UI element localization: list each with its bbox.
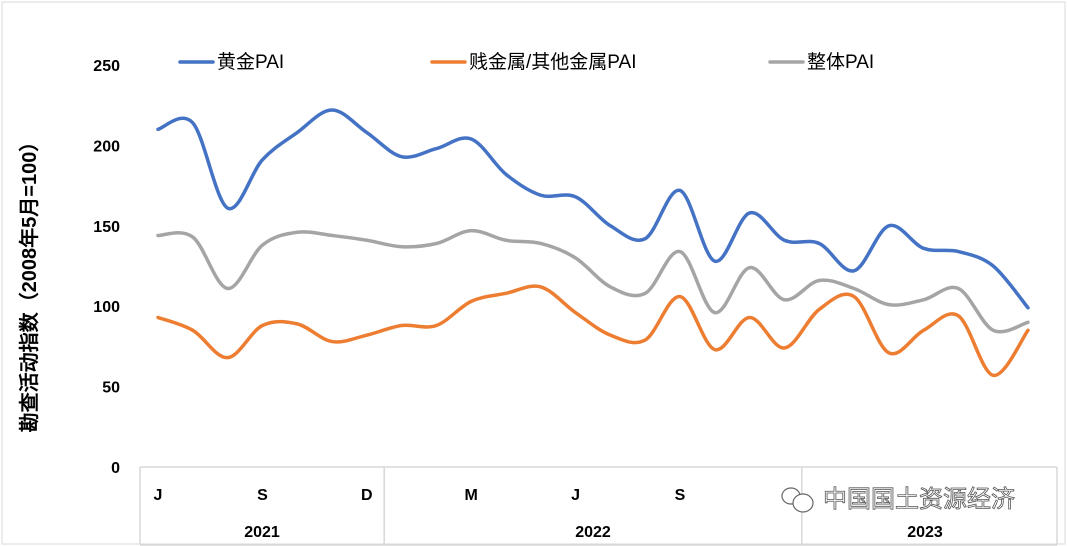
y-axis-label: 勘查活动指数（2008年5月=100） [17, 132, 41, 433]
x-group-label: 2022 [575, 524, 611, 541]
wechat-icon [781, 487, 814, 513]
x-tick-label: D [361, 487, 373, 504]
y-tick-label: 150 [93, 219, 120, 236]
y-tick-label: 250 [93, 58, 120, 75]
x-axis: 2021 2022 2023 J S D M J S [139, 466, 1058, 546]
legend: 黄金PAI 贱金属/其他金属PAI 整体PAI [178, 51, 874, 73]
legend-label: 整体PAI [807, 51, 874, 73]
y-tick-label: 50 [102, 380, 120, 397]
watermark: 中国国土资源经济 [781, 486, 1015, 513]
x-tick-label: M [465, 487, 478, 504]
y-tick-label: 0 [111, 460, 120, 477]
x-tick-label: S [675, 487, 686, 504]
series-line-2 [156, 228, 1030, 334]
x-group-label: 2021 [244, 524, 280, 541]
legend-label: 黄金PAI [217, 51, 284, 73]
y-tick-label: 200 [93, 138, 120, 155]
y-tick-label: 100 [93, 299, 120, 316]
legend-label: 贱金属/其他金属PAI [469, 51, 637, 73]
x-tick-label: J [154, 487, 163, 504]
series-line-1 [156, 284, 1030, 378]
watermark-text: 中国国土资源经济 [823, 486, 1015, 513]
y-axis: 0 50 100 150 200 250 [93, 58, 120, 477]
x-group-label: 2023 [907, 524, 943, 541]
series-line-0 [156, 108, 1030, 310]
x-tick-label: S [257, 487, 268, 504]
series-lines [156, 108, 1030, 378]
x-tick-label: J [571, 487, 580, 504]
